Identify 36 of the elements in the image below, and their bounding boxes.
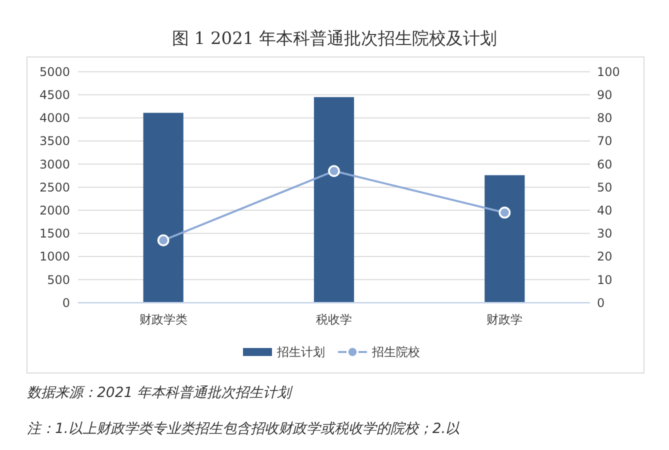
y2-tick-label: 0	[597, 296, 605, 310]
y-tick-label: 4500	[39, 88, 70, 102]
point	[157, 234, 170, 246]
bar	[484, 175, 525, 303]
y2-tick-label: 80	[597, 111, 612, 126]
y-tick-label: 1500	[39, 226, 70, 241]
y-tick-label: 5000	[39, 64, 70, 79]
y-tick-label: 3500	[39, 134, 70, 148]
x-tick-label: 财政学类	[139, 312, 188, 327]
y2-tick-label: 40	[597, 204, 612, 218]
legend-label: 招生院校	[371, 345, 420, 360]
y-tick-label: 2000	[39, 204, 70, 218]
y-tick-label: 3000	[39, 157, 70, 172]
y-tick-label: 500	[47, 272, 70, 287]
y2-tick-label: 90	[597, 88, 612, 102]
legend-label: 招生计划	[276, 345, 325, 360]
y-tick-label: 2500	[39, 180, 70, 194]
x-tick-label: 财政学	[486, 312, 523, 327]
text: 注：1.以上财政学类专业类招生包含招收财政学或税收学的院校；2.以	[27, 421, 460, 437]
y-tick-label: 0	[62, 296, 70, 310]
y2-tick-label: 70	[597, 134, 612, 148]
y2-tick-label: 30	[597, 226, 612, 241]
x-tick-label: 税收学	[316, 312, 352, 327]
y-tick-label: 4000	[39, 111, 70, 126]
y2-tick-label: 50	[597, 180, 612, 194]
y-tick-label: 1000	[39, 250, 70, 264]
y2-tick-label: 100	[597, 64, 620, 79]
point	[498, 206, 511, 219]
bar	[314, 97, 354, 303]
point	[328, 165, 340, 177]
source-note: 数据来源：2021 年本科普通批次招生计划	[27, 384, 294, 401]
bar	[143, 112, 184, 303]
y2-tick-label: 60	[597, 157, 612, 172]
y2-tick-label: 20	[597, 250, 612, 264]
y2-tick-label: 10	[597, 272, 612, 287]
chart-title: 图 1 2021 年本科普通批次招生院校及计划	[172, 29, 498, 49]
